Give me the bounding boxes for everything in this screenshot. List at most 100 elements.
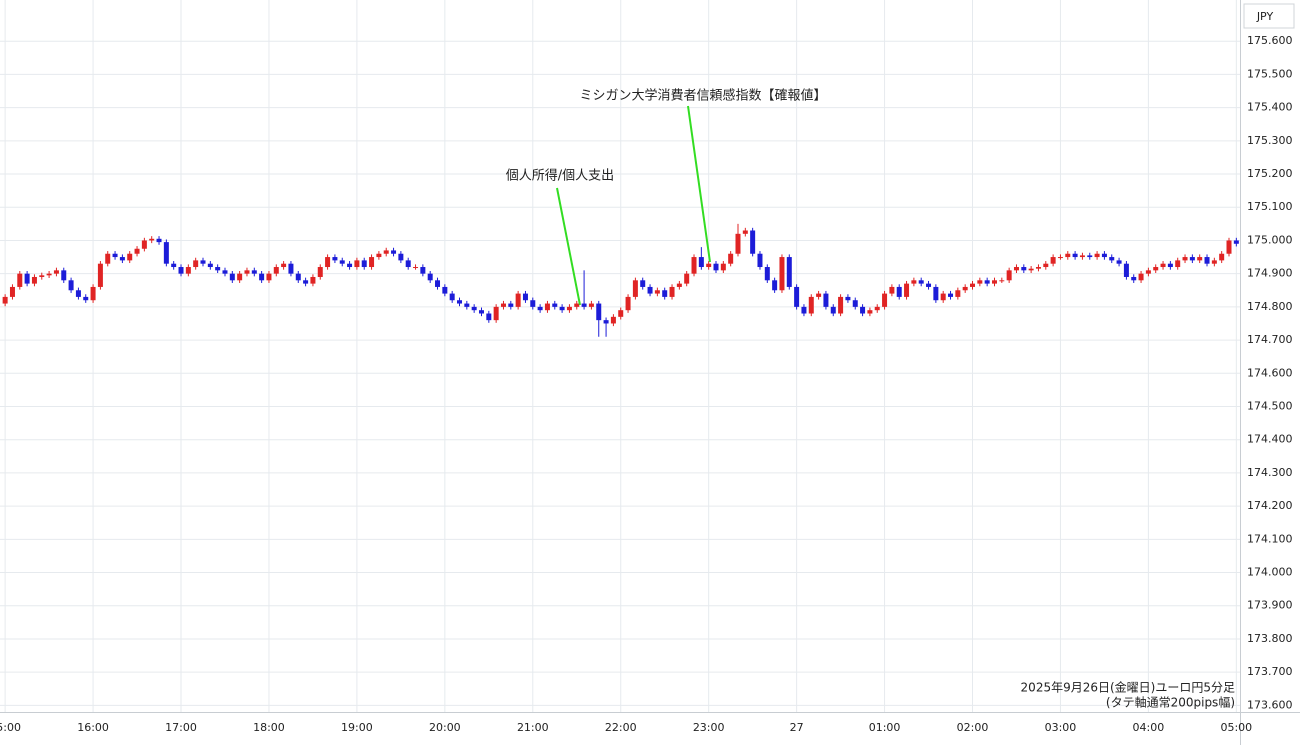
candles	[2, 223, 1239, 337]
y-tick-label: 175.400	[1247, 101, 1293, 114]
candle-body	[1219, 253, 1225, 261]
y-tick-label: 175.600	[1247, 34, 1293, 47]
candle-body	[1197, 257, 1203, 261]
candle-body	[266, 273, 272, 281]
x-tick-label: 04:00	[1133, 721, 1165, 734]
candle-body	[596, 303, 602, 321]
candle-body	[991, 280, 997, 284]
candle-body	[625, 296, 631, 311]
candle-body	[156, 238, 162, 243]
x-tick-label: 05:00	[1220, 721, 1252, 734]
candle-body	[574, 303, 580, 307]
candle-body	[816, 293, 822, 297]
candle-body	[867, 310, 873, 314]
grid	[0, 0, 1240, 712]
y-tick-label: 174.200	[1247, 499, 1293, 512]
candle-body	[999, 280, 1005, 282]
candle-body	[955, 290, 961, 297]
candle-body	[948, 293, 954, 297]
annotation-line	[687, 105, 711, 263]
y-tick-label: 174.100	[1247, 532, 1293, 545]
candle-body	[1189, 257, 1195, 261]
x-tick-label: 20:00	[429, 721, 461, 734]
candle-body	[618, 310, 624, 317]
candle-body	[522, 293, 528, 301]
candle-body	[713, 263, 719, 271]
candle-body	[149, 238, 155, 241]
candle-body	[860, 306, 866, 314]
y-tick-label: 173.700	[1247, 665, 1293, 678]
candle-body	[39, 275, 45, 277]
candle-body	[581, 303, 587, 307]
candle-body	[1057, 257, 1063, 259]
candle-body	[339, 260, 345, 264]
candle-body	[779, 257, 785, 291]
candle-body	[383, 250, 389, 254]
candle-body	[2, 296, 8, 304]
currency-box	[1243, 3, 1295, 29]
currency-label: JPY	[1256, 10, 1274, 23]
candle-body	[442, 286, 448, 294]
candle-body	[61, 270, 67, 281]
candle-body	[794, 286, 800, 307]
candle-body	[786, 257, 792, 287]
candle-body	[97, 263, 103, 287]
candle-body	[588, 303, 594, 307]
candle-body	[200, 260, 206, 264]
candle-body	[823, 293, 829, 307]
candle-body	[1226, 240, 1232, 254]
candle-body	[640, 280, 646, 287]
candle-body	[720, 263, 726, 271]
candle-body	[1211, 260, 1217, 264]
x-tick-label: 01:00	[869, 721, 901, 734]
candle-body	[698, 257, 704, 268]
note: (タテ軸通常200pips幅)	[1106, 695, 1235, 710]
candle-body	[508, 303, 514, 307]
candle-body	[413, 267, 419, 269]
candle-body	[68, 280, 74, 291]
y-tick-label: 174.800	[1247, 300, 1293, 313]
candle-body	[1087, 255, 1093, 258]
candle-body	[1233, 240, 1239, 244]
candle-body	[391, 250, 397, 254]
candle-body	[706, 263, 712, 268]
candle-body	[654, 290, 660, 294]
candle-body	[259, 273, 265, 281]
candle-body	[127, 253, 133, 261]
candle-body	[376, 253, 382, 258]
candle-body	[17, 273, 23, 287]
candle-body	[1101, 253, 1107, 258]
candle-body	[757, 253, 763, 268]
candle-body	[251, 270, 257, 274]
candle-body	[896, 286, 902, 297]
candle-body	[420, 267, 426, 274]
candle-body	[537, 306, 543, 311]
candle-body	[1153, 267, 1159, 271]
candle-body	[735, 233, 741, 254]
candle-body	[303, 280, 309, 284]
candle-body	[75, 290, 81, 297]
y-tick-label: 175.000	[1247, 233, 1293, 246]
candle-body	[874, 306, 880, 311]
candle-body	[193, 260, 199, 268]
candle-body	[610, 316, 616, 324]
candle-body	[962, 286, 968, 291]
candle-body	[112, 253, 118, 258]
note: 2025年9月26日(金曜日)ユーロ円5分足	[1021, 680, 1235, 695]
candle-body	[801, 306, 807, 314]
candle-body	[1006, 270, 1012, 281]
candle-body	[530, 300, 536, 307]
candle-body	[229, 273, 235, 281]
candle-body	[295, 273, 301, 281]
candle-body	[603, 320, 609, 324]
candle-body	[632, 280, 638, 297]
candle-body	[845, 296, 851, 301]
candle-body	[244, 270, 250, 274]
candle-body	[325, 257, 331, 268]
y-tick-label: 174.600	[1247, 366, 1293, 379]
candle-body	[354, 260, 360, 268]
candle-body	[449, 293, 455, 301]
candle-body	[83, 296, 89, 301]
